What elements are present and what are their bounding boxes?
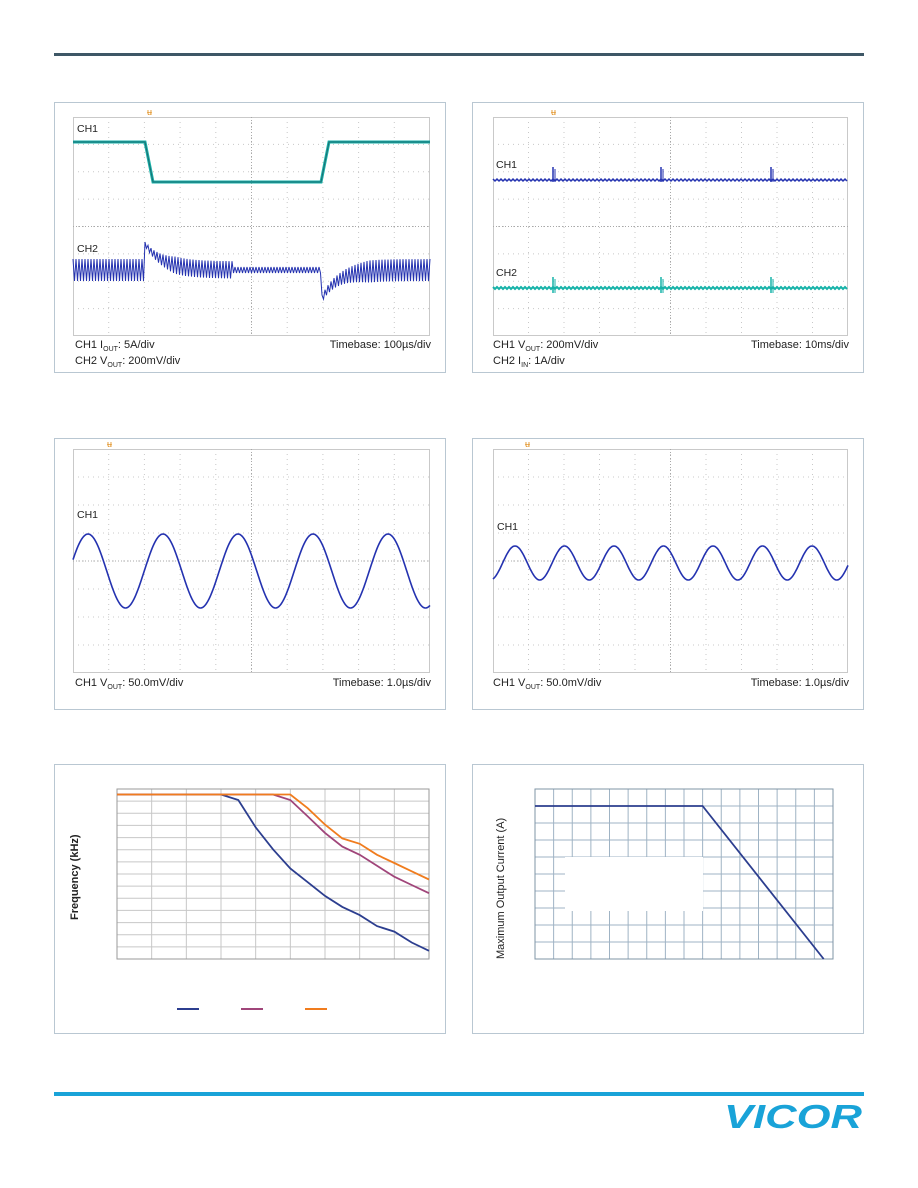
ch1-trace [492,177,848,183]
scope-screen: ʉ CH1 [492,439,849,673]
scope-panel-startup: ʉ CH1 CH2 CH1 VOUT: 200mV/div Timebase: … [472,102,864,373]
plot-frame [116,788,430,960]
ch2-label: CH2 [496,267,518,279]
chart-panel-frequency: Frequency (kHz) [54,764,446,1034]
derating-chart-plot [534,788,834,960]
timebase: Timebase: 10ms/div [750,339,849,351]
ch2-scale: CH2 IIN: 1A/div [493,355,565,370]
scope-panel-ripple-2: ʉ CH1 CH1 VOUT: 50.0mV/div Timebase: 1.0… [472,438,864,710]
scope-screen: ʉ CH1 [72,439,431,673]
ch2-label: CH2 [77,243,99,255]
timebase: Timebase: 1.0µs/div [750,677,849,689]
frequency-chart [116,788,430,960]
scope-screen: ʉ CH1 CH2 [72,107,431,336]
derating-chart [534,788,834,960]
chart-panel-derating: Maximum Output Current (A) [472,764,864,1034]
ch1-scale: CH1 IOUT: 5A/div [75,339,155,354]
chart-legend [177,1008,327,1010]
y-axis-label: Maximum Output Current (A) [495,817,507,959]
frequency-chart-plot [116,788,430,960]
trigger-marker: ʉ [525,439,530,449]
plot-frame [534,788,834,960]
ch1-label: CH1 [497,521,519,533]
series-line-3 [117,793,430,881]
scope-panel-load-step: ʉ CH1 CH2 CH1 IOUT: 5A/div Timebase: 100… [54,102,446,373]
scope-panel-ripple-1: ʉ CH1 CH1 VOUT: 50.0mV/div Timebase: 1.0… [54,438,446,710]
trigger-marker: ʉ [107,439,112,449]
derating-line [535,805,825,960]
ch1-trace [72,533,431,609]
blank-label-box [565,857,703,911]
ch2-trace [492,285,848,291]
svg-text:VICOR: VICOR [724,1098,862,1132]
ch1-trace [492,545,849,581]
header-rule [54,53,864,56]
scope-trace-area: ʉ [492,107,848,336]
vicor-logo: VICOR [724,1098,862,1132]
ch1-trace-core [73,141,430,183]
ch1-label: CH1 [77,509,99,521]
series-line-1 [117,793,430,952]
timebase: Timebase: 1.0µs/div [332,677,431,689]
trigger-marker: ʉ [551,107,556,117]
footer-rule [54,1092,864,1096]
ch1-scale: CH1 VOUT: 50.0mV/div [75,677,184,692]
scope-trace-area: ʉ [492,439,849,673]
ch1-label: CH1 [77,123,99,135]
ch1-scale: CH1 VOUT: 200mV/div [493,339,599,354]
ch2-trace [72,241,431,302]
scope-screen: ʉ CH1 CH2 [492,107,848,336]
scope-trace-area: ʉ [72,439,431,673]
scope-trace-area: ʉ [72,107,431,336]
ch2-scale: CH2 VOUT: 200mV/div [75,355,181,370]
ch1-label: CH1 [496,159,518,171]
series-line-2 [117,793,430,895]
timebase: Timebase: 100µs/div [329,339,431,351]
trigger-marker: ʉ [147,107,152,117]
y-axis-label: Frequency (kHz) [69,834,81,920]
ch1-scale: CH1 VOUT: 50.0mV/div [493,677,602,692]
